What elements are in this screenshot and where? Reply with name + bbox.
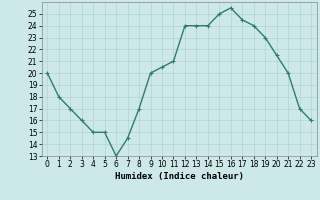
X-axis label: Humidex (Indice chaleur): Humidex (Indice chaleur)	[115, 172, 244, 181]
